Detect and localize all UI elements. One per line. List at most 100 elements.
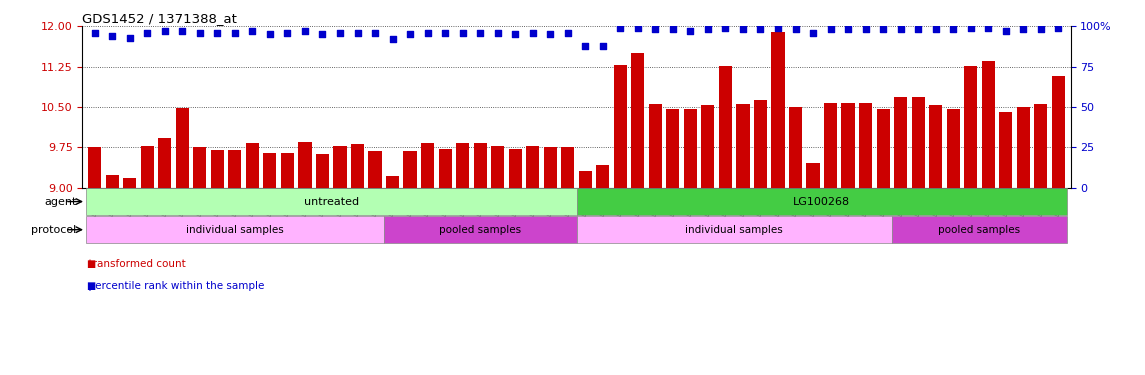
Text: individual samples: individual samples xyxy=(686,225,783,235)
Text: protocol: protocol xyxy=(31,225,77,235)
Bar xyxy=(719,66,732,188)
Point xyxy=(173,28,191,34)
Bar xyxy=(175,108,189,188)
Point xyxy=(418,30,436,36)
Point xyxy=(1049,25,1067,31)
Point xyxy=(261,32,279,38)
Point xyxy=(278,30,297,36)
Point xyxy=(768,25,787,31)
Point xyxy=(1014,27,1033,33)
Bar xyxy=(1017,107,1029,188)
Bar xyxy=(403,151,417,188)
Point xyxy=(1032,27,1050,33)
Bar xyxy=(141,146,153,188)
Bar xyxy=(1034,104,1048,188)
Point xyxy=(681,28,700,34)
Bar xyxy=(789,107,803,188)
Text: individual samples: individual samples xyxy=(185,225,284,235)
Bar xyxy=(736,104,750,188)
Bar xyxy=(491,146,504,188)
Text: ■: ■ xyxy=(86,259,95,269)
Point xyxy=(734,27,752,33)
Point xyxy=(821,27,839,33)
Bar xyxy=(350,144,364,188)
Bar xyxy=(576,188,1067,215)
Bar xyxy=(158,138,172,188)
Bar xyxy=(911,97,925,188)
Bar xyxy=(88,147,101,188)
Point xyxy=(506,32,524,38)
Point xyxy=(523,30,542,36)
Point xyxy=(559,30,577,36)
Text: ■: ■ xyxy=(86,281,95,291)
Bar xyxy=(263,153,276,188)
Point xyxy=(892,27,910,33)
Point xyxy=(996,28,1014,34)
Point xyxy=(348,30,366,36)
Point xyxy=(611,25,630,31)
Bar xyxy=(194,147,206,188)
Point xyxy=(243,28,261,34)
Point xyxy=(314,32,332,38)
Bar xyxy=(474,143,487,188)
Bar xyxy=(702,105,714,188)
Bar xyxy=(228,150,242,188)
Text: LG100268: LG100268 xyxy=(793,196,851,207)
Point xyxy=(874,27,892,33)
Bar xyxy=(964,66,978,188)
Bar xyxy=(124,178,136,188)
Bar xyxy=(508,149,522,188)
Bar xyxy=(684,109,697,188)
Bar xyxy=(369,151,381,188)
Point xyxy=(295,28,314,34)
Bar xyxy=(281,153,294,188)
Bar xyxy=(631,53,645,188)
Bar xyxy=(753,100,767,188)
Point xyxy=(471,30,489,36)
Bar xyxy=(947,109,960,188)
Point xyxy=(191,30,210,36)
Bar xyxy=(806,163,820,188)
Text: GDS1452 / 1371388_at: GDS1452 / 1371388_at xyxy=(82,12,237,25)
Point xyxy=(698,27,717,33)
Bar xyxy=(614,65,626,188)
Point xyxy=(593,43,611,49)
Point xyxy=(156,28,174,34)
Bar xyxy=(544,147,556,188)
Point xyxy=(331,30,349,36)
Bar xyxy=(86,216,384,243)
Point xyxy=(926,27,945,33)
Bar xyxy=(649,104,662,188)
Text: percentile rank within the sample: percentile rank within the sample xyxy=(82,281,264,291)
Point xyxy=(453,30,472,36)
Point xyxy=(542,32,560,38)
Point xyxy=(120,34,139,40)
Bar xyxy=(86,188,576,215)
Bar xyxy=(386,176,400,188)
Bar xyxy=(824,103,837,188)
Bar xyxy=(105,175,119,188)
Bar xyxy=(211,150,224,188)
Bar xyxy=(666,109,679,188)
Point xyxy=(717,25,735,31)
Point xyxy=(804,30,822,36)
Point xyxy=(856,27,875,33)
Point xyxy=(962,25,980,31)
Point xyxy=(208,30,227,36)
Bar xyxy=(246,143,259,188)
Point xyxy=(103,33,121,39)
Point xyxy=(489,30,507,36)
Bar xyxy=(561,147,575,188)
Bar xyxy=(299,142,311,188)
Bar xyxy=(578,171,592,188)
Bar xyxy=(527,146,539,188)
Bar xyxy=(859,103,872,188)
Bar xyxy=(439,149,451,188)
Point xyxy=(646,27,664,33)
Bar xyxy=(929,105,942,188)
Bar xyxy=(456,143,469,188)
Point xyxy=(979,25,997,31)
Bar xyxy=(384,216,576,243)
Bar xyxy=(597,165,609,188)
Text: untreated: untreated xyxy=(303,196,358,207)
